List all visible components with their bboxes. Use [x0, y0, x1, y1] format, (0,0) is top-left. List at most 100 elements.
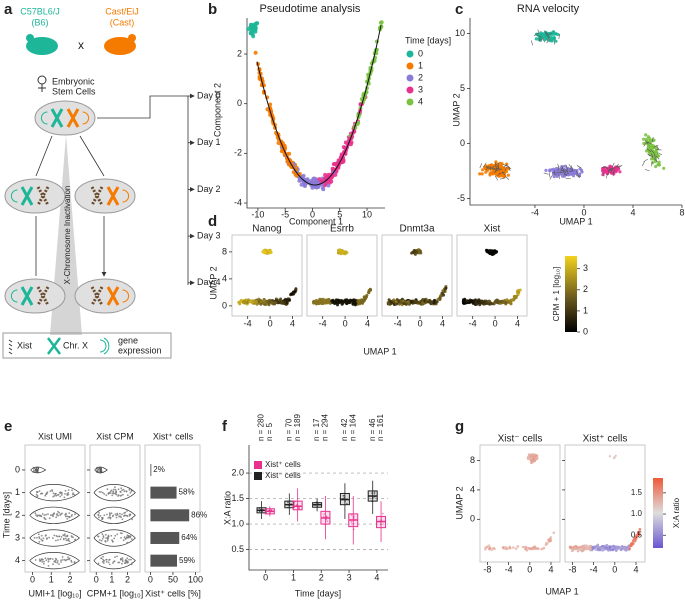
cell-dot [63, 533, 66, 535]
y-tick-label: 1.5 [231, 493, 244, 503]
legend-marker [254, 461, 262, 469]
day-label: Day 0 [197, 90, 221, 100]
axes [469, 18, 682, 206]
cell-dot [353, 519, 356, 521]
cell-dot [57, 539, 59, 541]
legend-label: Xist [17, 340, 33, 350]
velocity-arrow [547, 32, 553, 36]
cell-dot [113, 537, 116, 540]
cell-dot [102, 491, 104, 494]
cell-dot [125, 536, 128, 539]
cell-dot [287, 506, 290, 509]
process-label: X-Chromosome Inactivation [63, 186, 72, 285]
cell-dot [55, 539, 57, 542]
x-tick-label: 4 [374, 572, 379, 582]
cell-dot [123, 490, 126, 493]
cell-dot [34, 559, 37, 561]
x-tick-label: 4 [365, 318, 370, 328]
cell-dot [297, 178, 302, 183]
cell-dot [36, 495, 39, 498]
cell-dot [103, 514, 106, 517]
cell-dot [525, 549, 529, 552]
y-tick-label: 4 [15, 555, 20, 565]
cell-dot [114, 488, 117, 491]
panel-title: Nanog [252, 224, 281, 235]
cell [34, 100, 96, 136]
cell-dot [548, 35, 552, 40]
n-label: n = 161 [376, 414, 385, 441]
cell-dot [108, 559, 110, 561]
cell-dot [110, 512, 113, 515]
cell-dot [98, 491, 101, 493]
panel-title: Pseudotime analysis [260, 3, 361, 15]
cell-dot [74, 539, 76, 541]
strain-name: Cast/EiJ [105, 6, 139, 16]
expression-wave [122, 189, 130, 203]
cell-dot [488, 546, 492, 550]
velocity-arrow [602, 171, 605, 177]
y-tick-label: 1 [15, 487, 20, 497]
cell-dot [64, 559, 67, 562]
cell-dot [121, 557, 124, 559]
x-tick-label: 3 [347, 572, 352, 582]
cell-dot [100, 557, 102, 560]
cell-dot [36, 490, 38, 493]
cell-dot [46, 492, 48, 495]
cell-dot [125, 490, 128, 493]
cell-dot [120, 487, 123, 490]
velocity-arrow [537, 29, 540, 35]
velocity-arrow [653, 158, 658, 163]
y-tick-label: 0 [237, 98, 242, 108]
cell-dot [56, 513, 59, 515]
velocity-arrow [505, 175, 509, 180]
x-tick-label: -4 [319, 318, 327, 328]
jitter [99, 466, 102, 474]
cell-dot [120, 516, 122, 519]
cell-dot [406, 300, 410, 304]
y-tick-label: 3 [15, 532, 20, 542]
cell-dot [418, 301, 422, 305]
n-label: n = 46 [368, 418, 377, 441]
cell-dot [260, 508, 262, 511]
x-tick-label: 1 [109, 574, 114, 584]
cell-dot [109, 514, 111, 517]
cell-dot [328, 301, 332, 305]
velocity-arrow [563, 172, 568, 177]
cell-dot [439, 294, 443, 298]
velocity-arrow [504, 166, 508, 171]
cell-dot [521, 545, 525, 549]
cell-dot [637, 533, 641, 536]
jitter [33, 466, 38, 474]
cell-dot [67, 516, 70, 518]
cell-dot [249, 300, 252, 304]
cell-dot [58, 535, 61, 538]
cell-dot [372, 496, 374, 499]
cell-dot [394, 302, 398, 306]
cross: x [78, 38, 84, 52]
day-label: Day 4 [197, 277, 221, 287]
cell-dot [648, 138, 652, 142]
cell-dot [552, 531, 556, 535]
x-tick-label: 0 [310, 209, 315, 219]
x-tick-label: -10 [251, 209, 264, 219]
velocity-arrow [479, 163, 483, 169]
cell-dot [67, 489, 70, 491]
cell-dot [548, 168, 552, 172]
cell-dot [605, 167, 609, 171]
x-tick-label: 0 [612, 564, 617, 574]
velocity-arrow [651, 153, 653, 159]
cell-dot [380, 521, 382, 523]
n-label: n = 280 [257, 414, 266, 441]
cell-dot [480, 172, 484, 176]
cell-dot [119, 490, 122, 493]
cell-dot [555, 172, 559, 176]
cell-dot [350, 521, 353, 523]
velocity-arrow [493, 169, 498, 174]
cell-dot [44, 535, 47, 537]
velocity-arrow [545, 34, 550, 39]
cell-dot [116, 512, 119, 515]
cell-dot [44, 557, 47, 560]
cell-dot [39, 560, 42, 562]
y-tick-label: 2 [15, 510, 20, 520]
cell-dot [325, 518, 328, 520]
